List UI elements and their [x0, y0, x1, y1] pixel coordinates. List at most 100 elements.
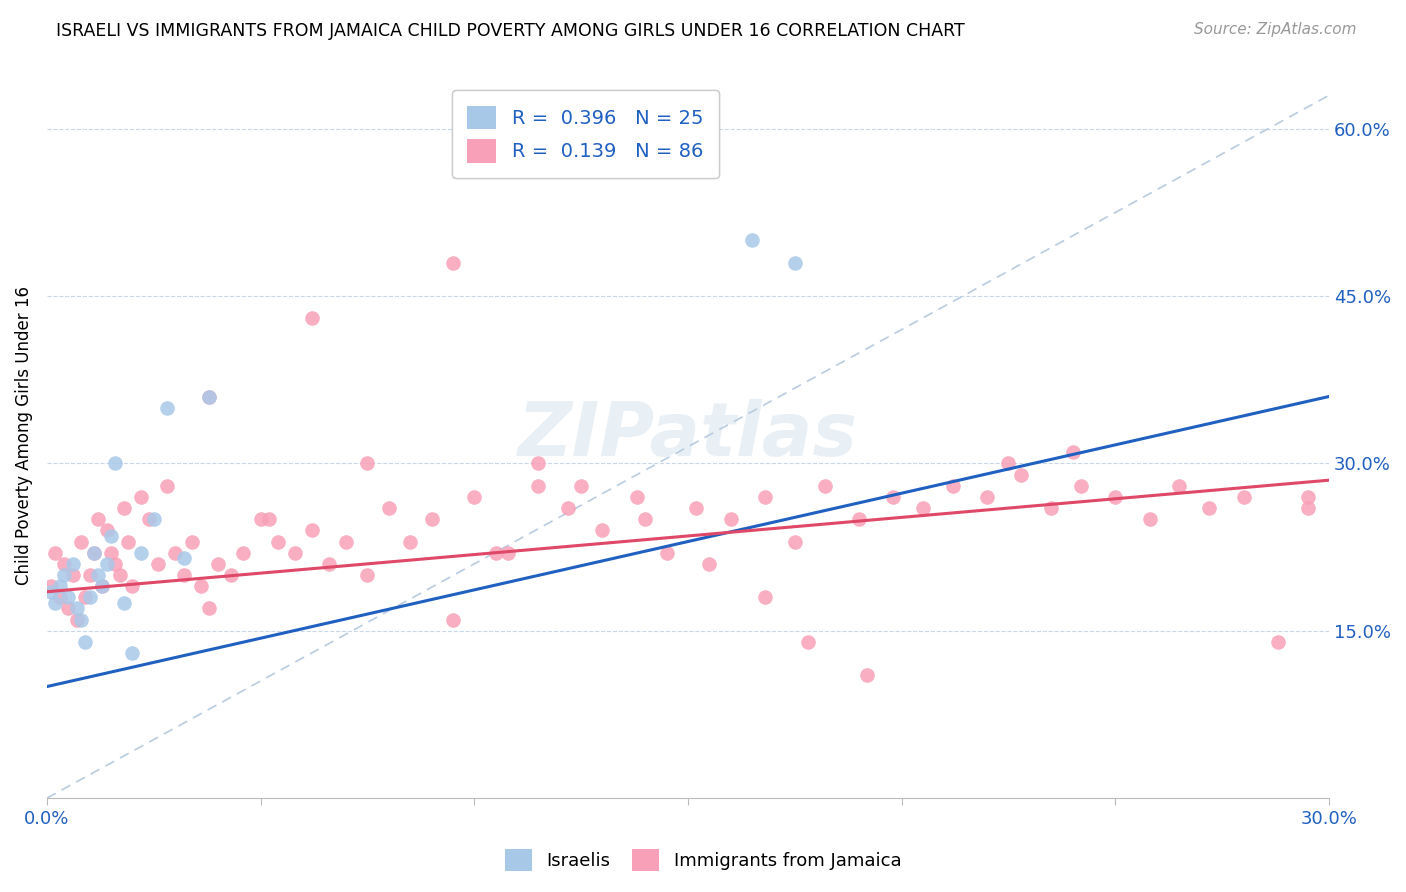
Point [783, 255, 806, 269]
Text: Source: ZipAtlas.com: Source: ZipAtlas.com [1194, 22, 1357, 37]
Point [190, 579, 212, 593]
Point [39, 579, 62, 593]
Point [53, 568, 76, 582]
Point [814, 479, 837, 493]
Point [1198, 501, 1220, 516]
Point [44, 596, 66, 610]
Point [83, 546, 105, 560]
Point [498, 546, 520, 560]
Point [399, 534, 422, 549]
Point [48, 591, 70, 605]
Point [198, 601, 221, 615]
Point [318, 557, 340, 571]
Legend: Israelis, Immigrants from Jamaica: Israelis, Immigrants from Jamaica [498, 842, 908, 879]
Point [207, 557, 229, 571]
Point [1232, 490, 1254, 504]
Point [257, 512, 280, 526]
Point [96, 557, 118, 571]
Point [53, 557, 76, 571]
Point [165, 546, 187, 560]
Point [266, 534, 288, 549]
Point [112, 501, 135, 516]
Text: ZIPatlas: ZIPatlas [517, 399, 858, 472]
Point [62, 568, 84, 582]
Point [557, 501, 579, 516]
Point [39, 584, 62, 599]
Point [441, 255, 464, 269]
Point [70, 534, 93, 549]
Point [142, 512, 165, 526]
Point [91, 579, 114, 593]
Point [108, 568, 131, 582]
Point [96, 524, 118, 538]
Point [100, 529, 122, 543]
Point [335, 534, 357, 549]
Point [1296, 490, 1319, 504]
Point [1040, 501, 1063, 516]
Point [634, 512, 657, 526]
Point [1168, 479, 1191, 493]
Point [48, 579, 70, 593]
Point [44, 546, 66, 560]
Point [58, 591, 80, 605]
Point [356, 568, 378, 582]
Point [1296, 501, 1319, 516]
Point [146, 557, 169, 571]
Point [626, 490, 648, 504]
Text: ISRAELI VS IMMIGRANTS FROM JAMAICA CHILD POVERTY AMONG GIRLS UNDER 16 CORRELATIO: ISRAELI VS IMMIGRANTS FROM JAMAICA CHILD… [56, 22, 965, 40]
Point [441, 613, 464, 627]
Point [848, 512, 870, 526]
Point [181, 534, 204, 549]
Point [569, 479, 592, 493]
Point [79, 568, 101, 582]
Point [91, 579, 114, 593]
Point [66, 601, 89, 615]
Point [284, 546, 307, 560]
Point [420, 512, 443, 526]
Point [155, 479, 177, 493]
Point [198, 390, 221, 404]
Point [997, 457, 1019, 471]
Point [79, 591, 101, 605]
Point [301, 524, 323, 538]
Point [796, 635, 818, 649]
Point [138, 512, 160, 526]
Point [783, 534, 806, 549]
Point [754, 490, 776, 504]
Point [173, 568, 195, 582]
Point [1104, 490, 1126, 504]
Point [173, 551, 195, 566]
Point [527, 479, 550, 493]
Y-axis label: Child Poverty Among Girls Under 16: Child Poverty Among Girls Under 16 [15, 286, 32, 585]
Point [87, 568, 110, 582]
Point [655, 546, 678, 560]
Point [121, 646, 143, 660]
Point [83, 546, 105, 560]
Point [58, 601, 80, 615]
Point [976, 490, 998, 504]
Point [155, 401, 177, 415]
Point [592, 524, 614, 538]
Point [1070, 479, 1092, 493]
Point [249, 512, 271, 526]
Point [75, 591, 97, 605]
Point [75, 635, 97, 649]
Point [198, 390, 221, 404]
Point [117, 534, 139, 549]
Point [121, 579, 143, 593]
Point [112, 596, 135, 610]
Point [720, 512, 742, 526]
Point [942, 479, 965, 493]
Point [100, 546, 122, 560]
Point [1139, 512, 1161, 526]
Point [754, 591, 776, 605]
Point [356, 457, 378, 471]
Point [911, 501, 934, 516]
Point [129, 546, 152, 560]
Point [856, 668, 879, 682]
Point [685, 501, 707, 516]
Point [301, 311, 323, 326]
Point [741, 233, 763, 247]
Point [70, 613, 93, 627]
Point [378, 501, 401, 516]
